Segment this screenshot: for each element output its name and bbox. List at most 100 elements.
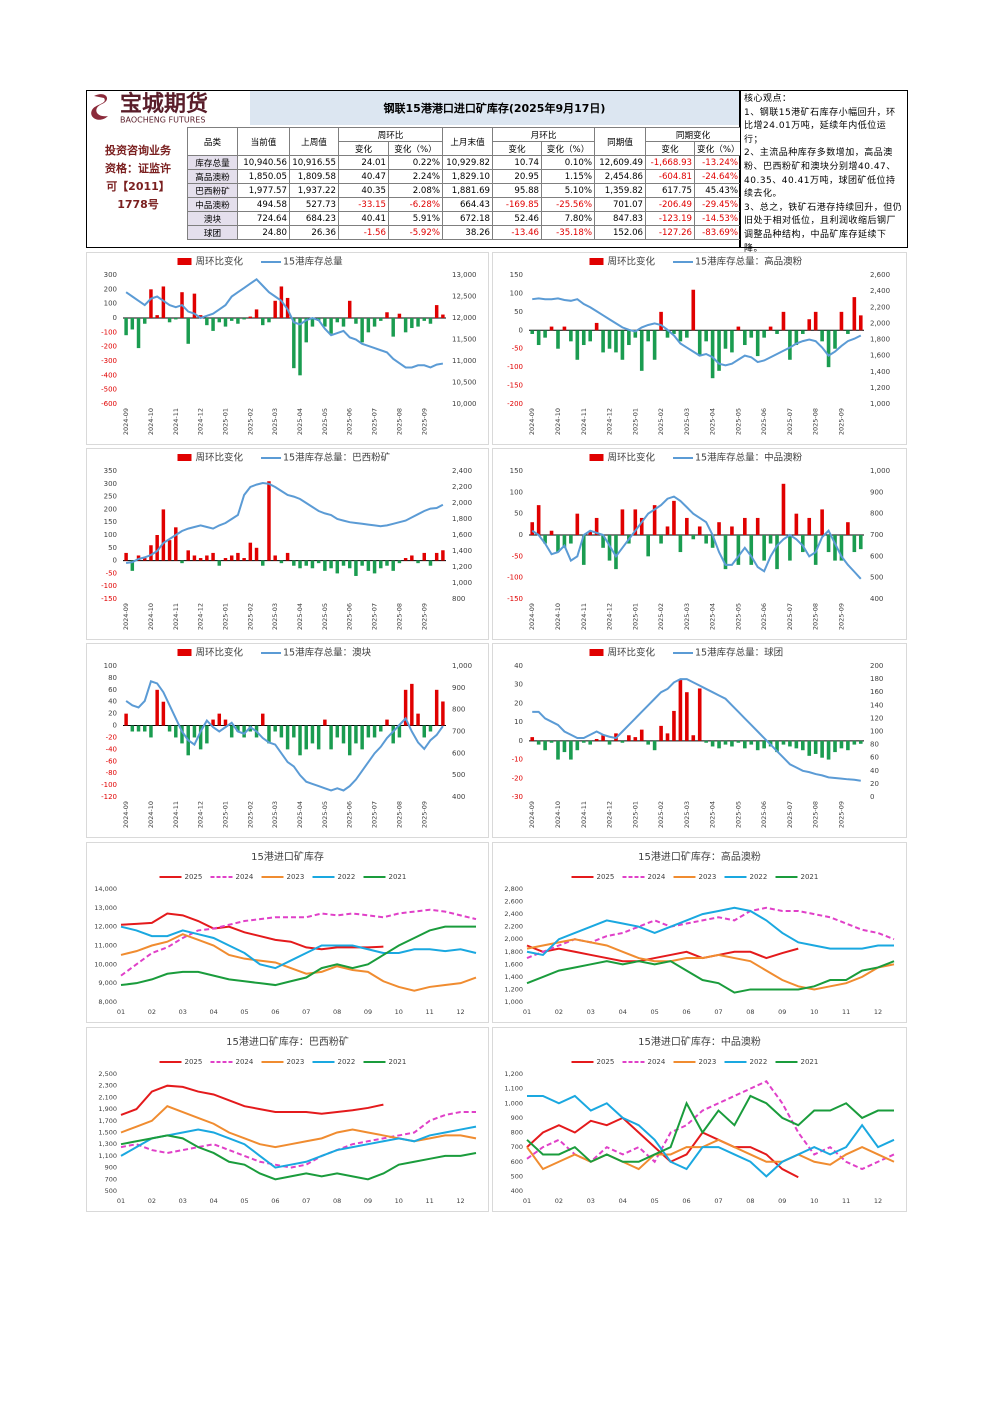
bar: [588, 530, 593, 535]
logo-mark: [91, 94, 108, 120]
column-header: 周环比: [337, 127, 444, 142]
bar: [155, 535, 159, 561]
y2-tick-label: 1,800: [452, 515, 472, 523]
legend-label: 2021: [389, 873, 407, 881]
legend-label: 15港库存总量：中品澳粉: [695, 452, 803, 464]
x-tick-label: 2025-05: [321, 801, 329, 828]
bar: [323, 560, 327, 571]
legend-swatch: [177, 258, 192, 265]
y-tick-label: 50: [108, 544, 117, 552]
y-tick-label: -100: [507, 363, 523, 371]
bar: [379, 560, 383, 569]
y2-tick-label: 0: [870, 793, 874, 801]
y-tick-label: 8,000: [98, 998, 117, 1006]
bar: [416, 318, 420, 327]
y-tick-label: 11,000: [94, 942, 117, 950]
bar: [366, 318, 371, 333]
bar: [155, 689, 159, 726]
bar: [229, 725, 234, 738]
table-cell: 7.80%: [541, 211, 596, 226]
table-cell: -206.49: [645, 197, 696, 212]
bar: [749, 740, 754, 745]
table-cell: 12,609.49: [594, 155, 647, 170]
bar: [292, 725, 296, 738]
y2-tick-label: 2,000: [870, 319, 890, 327]
bar: [273, 555, 277, 561]
bar: [428, 318, 433, 324]
bar: [223, 719, 228, 726]
bar: [768, 535, 773, 544]
bar: [620, 330, 625, 360]
bar: [304, 318, 308, 343]
x-tick-label: 2025-09: [420, 603, 428, 630]
row-label: 库存总量: [187, 155, 238, 170]
table-row: 中品澳粉 494.58 527.73 -33.15 -6.28% 664.43 -169.8…: [187, 197, 742, 212]
bar: [217, 318, 222, 323]
bar: [403, 558, 408, 561]
y-tick-label: 300: [104, 271, 117, 279]
y2-tick-label: 11,000: [452, 357, 477, 365]
legend-label: 2022: [338, 873, 356, 881]
y-tick-label: -100: [101, 582, 117, 590]
x-tick-label: 2025-09: [837, 408, 845, 435]
y2-tick-label: 600: [452, 749, 465, 757]
bar: [620, 740, 625, 743]
chart-panel: 15港进口矿库存：高品澳粉 2025 2024 2023 2022 2021 1,000 1,…: [492, 842, 907, 1023]
bar: [788, 740, 792, 747]
column-subheader: 变化: [645, 141, 696, 156]
x-tick-label: 2024-10: [147, 603, 155, 630]
table-row: 澳块 724.64 684.23 40.41 5.91% 672.18 52.46 7.80%…: [187, 211, 742, 226]
x-tick-label: 02: [555, 1197, 563, 1205]
table-cell: 2.24%: [387, 169, 444, 184]
commentary: 核心观点： 1、钢联15港矿石库存小幅回升，环比增24.01万吨，延续年内低位运行…: [740, 90, 908, 254]
y-tick-label: 0: [519, 737, 523, 745]
bar: [422, 318, 426, 321]
bar: [223, 318, 228, 327]
y-tick-label: 12,000: [94, 923, 117, 931]
bar: [672, 710, 676, 741]
legend-swatch: [589, 454, 604, 461]
bar: [304, 560, 308, 566]
bar: [416, 560, 420, 564]
bar: [781, 740, 786, 745]
table-cell: 724.64: [237, 211, 290, 226]
table-cell: 1,881.69: [442, 183, 494, 198]
bar: [762, 330, 766, 338]
x-tick-label: 2025-04: [709, 408, 717, 435]
legend-label: 2025: [597, 1058, 615, 1066]
table-cell: 5.91%: [387, 211, 444, 226]
y-tick-label: 0: [519, 326, 523, 334]
legend-label: 2021: [801, 1058, 819, 1066]
y-tick-label: 30: [514, 681, 523, 689]
y-tick-label: 80: [108, 674, 117, 682]
y-tick-label: 400: [511, 1187, 523, 1195]
legend-label: 2023: [699, 873, 717, 881]
y-tick-label: 0: [113, 557, 117, 565]
x-tick-label: 12: [874, 1008, 882, 1016]
bar: [242, 318, 246, 320]
bar: [285, 552, 290, 561]
y2-tick-label: 2,200: [870, 303, 890, 311]
bar: [562, 326, 567, 331]
bar: [536, 740, 541, 745]
bar: [607, 740, 612, 745]
bar: [646, 330, 650, 342]
bar: [205, 318, 209, 326]
bar: [697, 330, 702, 357]
line-series: [526, 938, 895, 991]
bar: [298, 725, 302, 756]
column-subheader: 变化: [492, 141, 543, 156]
legend-label: 2024: [648, 873, 666, 881]
bar: [588, 740, 593, 745]
bar: [594, 322, 599, 331]
bar: [372, 560, 377, 574]
bar: [646, 740, 650, 745]
table-cell: 40.41: [338, 211, 389, 226]
y2-tick-label: 11,500: [452, 336, 477, 344]
column-subheader: 变化（%）: [387, 141, 444, 156]
x-tick-label: 2025-08: [812, 603, 820, 630]
x-tick-label: 2024-09: [528, 603, 536, 630]
chart-panel: -600 -500 -400 -300 -200 -100 0 100 200 300 10,000…: [86, 252, 489, 445]
bar: [341, 725, 346, 744]
bar: [826, 330, 831, 368]
